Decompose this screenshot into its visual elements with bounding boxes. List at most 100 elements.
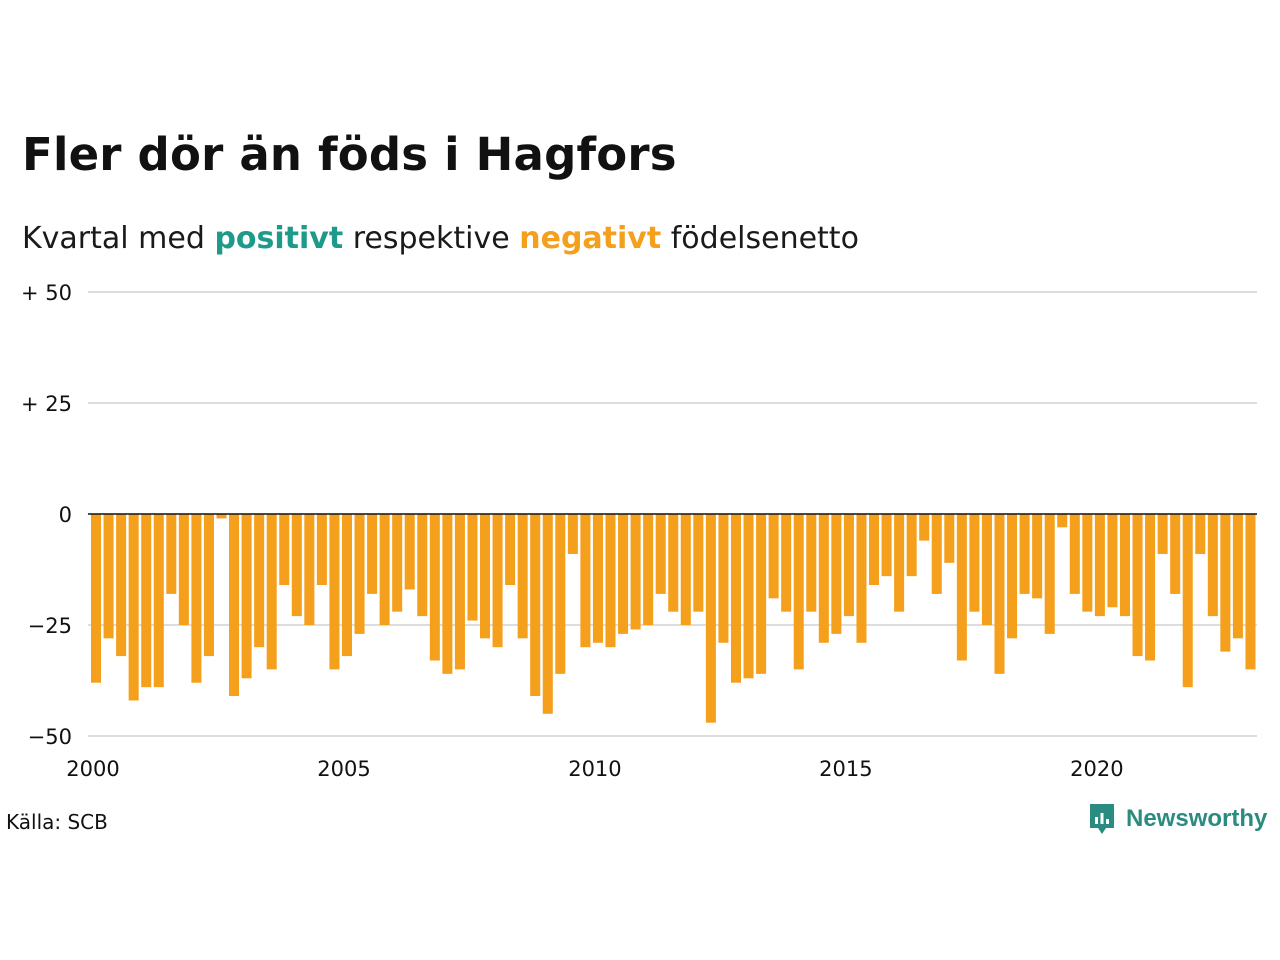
bar (1069, 514, 1080, 594)
bar (91, 514, 102, 683)
bar (329, 514, 340, 670)
bar (480, 514, 491, 639)
bar (542, 514, 553, 714)
bar (254, 514, 265, 648)
bar (806, 514, 817, 612)
bar (1132, 514, 1143, 657)
bar (956, 514, 967, 661)
bar (417, 514, 428, 617)
bar (392, 514, 403, 612)
bar (981, 514, 992, 625)
subtitle-suffix: födelsenetto (670, 221, 859, 256)
y-tick-label: −50 (28, 725, 72, 749)
source-label: Källa: SCB (6, 810, 108, 834)
subtitle-middle: respektive (352, 221, 510, 256)
bar (316, 514, 327, 586)
y-tick-label: −25 (28, 614, 72, 638)
x-tick-label: 2015 (819, 757, 872, 781)
bar (1245, 514, 1256, 670)
bar (869, 514, 880, 586)
bar (1170, 514, 1181, 594)
bar (354, 514, 365, 634)
bar (467, 514, 478, 621)
bar (141, 514, 152, 688)
bar (1019, 514, 1030, 594)
bar (166, 514, 177, 594)
bar (881, 514, 892, 577)
bar (229, 514, 240, 697)
bar (894, 514, 905, 612)
bar (906, 514, 917, 577)
bar (128, 514, 139, 701)
x-tick-label: 2020 (1070, 757, 1123, 781)
bar (1032, 514, 1043, 599)
bar (341, 514, 353, 657)
bar (116, 514, 127, 657)
bar (618, 514, 629, 634)
bar (655, 514, 666, 594)
bar (756, 514, 767, 674)
bar (103, 514, 114, 639)
bar (1082, 514, 1093, 612)
bar (768, 514, 779, 599)
y-axis-ticks: + 50 + 25 0 −25 −50 (21, 281, 72, 749)
bar (555, 514, 566, 674)
bar (203, 514, 214, 657)
bar (919, 514, 930, 541)
logo-text: Newsworthy (1126, 805, 1268, 832)
bar (429, 514, 440, 661)
bar (1195, 514, 1206, 554)
bar (931, 514, 942, 594)
bar (781, 514, 792, 612)
bar (567, 514, 578, 554)
bar (1107, 514, 1118, 608)
bar (630, 514, 641, 630)
bar-chart: + 50 + 25 0 −25 −50 2000 2005 2010 2015 2020 (21, 281, 1257, 781)
bar (1007, 514, 1018, 639)
bar (592, 514, 603, 643)
bar (1157, 514, 1168, 554)
y-tick-label: 0 (59, 503, 72, 527)
subtitle-positive-word: positivt (214, 221, 344, 256)
bar (442, 514, 453, 674)
x-tick-label: 2010 (568, 757, 621, 781)
bar (693, 514, 704, 612)
bar (1220, 514, 1231, 652)
bar (793, 514, 804, 670)
bar (1145, 514, 1156, 661)
bar (153, 514, 164, 688)
bar (1044, 514, 1055, 634)
bar (1207, 514, 1218, 617)
subtitle-prefix: Kvartal med (22, 221, 205, 256)
bar (580, 514, 591, 648)
bar (1119, 514, 1131, 617)
chart-subtitle: Kvartal med positivt respektive negativt… (22, 221, 859, 256)
bar (818, 514, 829, 643)
bars (91, 514, 1256, 723)
bar (718, 514, 729, 643)
bar (266, 514, 277, 670)
bar (530, 514, 541, 697)
bar (730, 514, 742, 683)
x-tick-label: 2000 (66, 757, 119, 781)
bar (216, 514, 227, 519)
x-axis-ticks: 2000 2005 2010 2015 2020 (66, 757, 1123, 781)
bar (944, 514, 955, 563)
bar (178, 514, 189, 625)
bar (843, 514, 854, 617)
bar (279, 514, 290, 586)
y-tick-label: + 25 (21, 392, 72, 416)
bar (454, 514, 465, 670)
bar (517, 514, 528, 639)
bar (404, 514, 415, 590)
bar (492, 514, 503, 648)
gridlines (88, 291, 1257, 737)
bar (367, 514, 378, 594)
bar (1094, 514, 1105, 617)
subtitle-negative-word: negativt (519, 221, 662, 256)
bar (1182, 514, 1193, 688)
bar (969, 514, 980, 612)
newsworthy-logo: Newsworthy (1088, 802, 1267, 836)
bar (743, 514, 754, 679)
bar (241, 514, 252, 679)
